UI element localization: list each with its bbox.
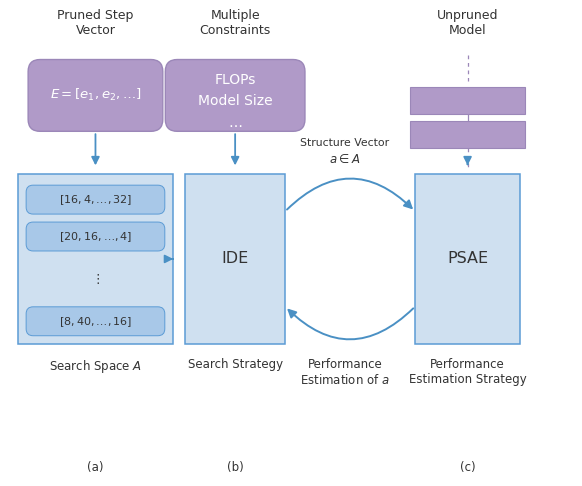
Text: IDE: IDE — [222, 251, 249, 266]
Text: $[20,16,\ldots,4]$: $[20,16,\ldots,4]$ — [59, 230, 132, 244]
Text: PSAE: PSAE — [447, 251, 488, 266]
FancyBboxPatch shape — [28, 59, 163, 131]
FancyBboxPatch shape — [165, 59, 305, 131]
Text: $a \in A$: $a \in A$ — [329, 153, 360, 166]
Text: (b): (b) — [227, 461, 243, 474]
Bar — [18, 174, 173, 344]
Text: Search Strategy: Search Strategy — [187, 358, 283, 371]
FancyBboxPatch shape — [26, 222, 165, 251]
Text: (c): (c) — [460, 461, 475, 474]
Bar — [410, 122, 525, 148]
Text: Multiple
Constraints: Multiple Constraints — [200, 9, 271, 36]
Text: FLOPs: FLOPs — [214, 72, 256, 87]
Text: $\ldots$: $\ldots$ — [228, 116, 242, 130]
Text: $E = [e_1, e_2, \ldots]$: $E = [e_1, e_2, \ldots]$ — [49, 87, 141, 104]
Text: Model Size: Model Size — [198, 94, 272, 108]
FancyBboxPatch shape — [26, 185, 165, 214]
Text: Performance
Estimation of $a$: Performance Estimation of $a$ — [300, 358, 390, 387]
Text: Pruned Step
Vector: Pruned Step Vector — [57, 9, 134, 36]
Bar — [415, 174, 520, 344]
Bar — [185, 174, 285, 344]
Text: $[16,4,\ldots,32]$: $[16,4,\ldots,32]$ — [59, 193, 132, 207]
Text: Performance
Estimation Strategy: Performance Estimation Strategy — [409, 358, 527, 386]
FancyBboxPatch shape — [26, 307, 165, 336]
Text: (a): (a) — [87, 461, 104, 474]
Text: $\vdots$: $\vdots$ — [91, 272, 100, 286]
Bar — [410, 87, 525, 114]
Text: Structure Vector: Structure Vector — [300, 139, 389, 148]
Text: Unpruned
Model: Unpruned Model — [437, 9, 498, 36]
Text: $[8,40,\ldots,16]$: $[8,40,\ldots,16]$ — [59, 315, 132, 329]
Text: Search Space $A$: Search Space $A$ — [49, 358, 142, 375]
